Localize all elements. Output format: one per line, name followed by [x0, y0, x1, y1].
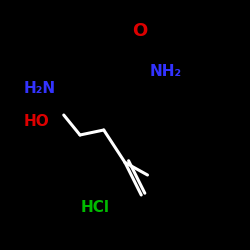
Text: O: O	[132, 22, 147, 40]
Text: NH₂: NH₂	[150, 64, 182, 79]
Text: HO: HO	[24, 114, 50, 129]
Text: HCl: HCl	[80, 200, 110, 215]
Text: H₂N: H₂N	[24, 81, 56, 96]
